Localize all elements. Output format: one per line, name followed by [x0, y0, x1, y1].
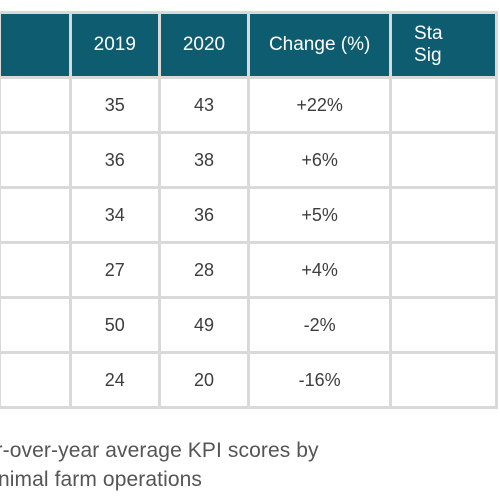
table-row: 24 20 -16% — [1, 354, 495, 406]
cell-2020: 36 — [160, 189, 248, 241]
cell-change: +4% — [250, 244, 390, 296]
caption-line-1: ear-over-year average KPI scores by — [0, 439, 319, 462]
table-header-row: 2019 2020 Change (%) Sta Sig — [1, 14, 495, 76]
header-2020: 2020 — [160, 14, 248, 76]
cell-stat — [392, 134, 495, 186]
header-stat-sig: Sta Sig — [392, 14, 495, 76]
row-label — [1, 354, 69, 406]
cell-stat — [392, 244, 495, 296]
cell-change: -2% — [250, 299, 390, 351]
cell-2020: 20 — [160, 354, 248, 406]
cell-2020: 38 — [160, 134, 248, 186]
cell-stat — [392, 299, 495, 351]
cell-2020: 43 — [160, 79, 248, 131]
cell-2019: 34 — [71, 189, 158, 241]
cell-change: -16% — [250, 354, 390, 406]
cell-2019: 24 — [71, 354, 158, 406]
cell-stat — [392, 354, 495, 406]
header-stat-line1: Sta — [414, 23, 443, 44]
table-row: 27 28 +4% — [1, 244, 495, 296]
cell-change: +5% — [250, 189, 390, 241]
cell-2019: 50 — [71, 299, 158, 351]
header-change: Change (%) — [250, 14, 390, 76]
row-label — [1, 189, 69, 241]
cell-2019: 27 — [71, 244, 158, 296]
row-label — [1, 79, 69, 131]
cell-2020: 28 — [160, 244, 248, 296]
row-label — [1, 244, 69, 296]
header-label — [1, 14, 69, 76]
table-row: 36 38 +6% — [1, 134, 495, 186]
caption-line-2: - Animal farm operations — [0, 468, 202, 491]
row-label — [1, 299, 69, 351]
table-row: 35 43 +22% — [1, 79, 495, 131]
cell-stat — [392, 79, 495, 131]
header-2019: 2019 — [71, 14, 158, 76]
header-stat-line2: Sig — [414, 45, 442, 66]
cell-stat — [392, 189, 495, 241]
table-caption: ear-over-year average KPI scores by - An… — [0, 436, 500, 494]
cell-2020: 49 — [160, 299, 248, 351]
table-row: 50 49 -2% — [1, 299, 495, 351]
cell-2019: 36 — [71, 134, 158, 186]
row-label — [1, 134, 69, 186]
kpi-table: 2019 2020 Change (%) Sta Sig 35 43 +22% 3… — [0, 11, 498, 409]
table-row: 34 36 +5% — [1, 189, 495, 241]
cell-2019: 35 — [71, 79, 158, 131]
cell-change: +22% — [250, 79, 390, 131]
cell-change: +6% — [250, 134, 390, 186]
